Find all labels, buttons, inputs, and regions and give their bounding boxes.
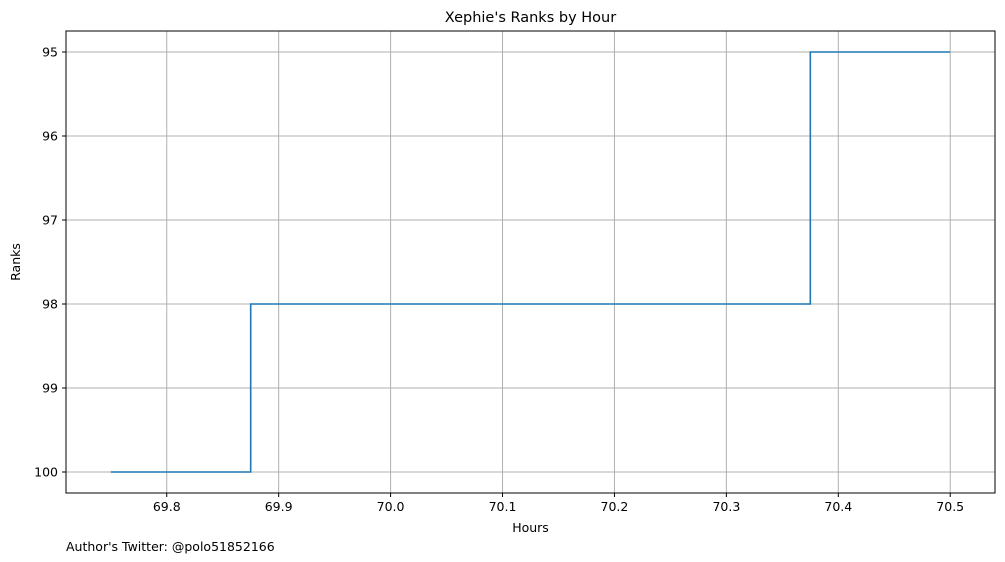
- x-tick-label: 69.9: [265, 499, 293, 514]
- y-tick-label: 98: [42, 297, 58, 312]
- y-tick-label: 99: [42, 381, 58, 396]
- plot-frame: [65, 30, 996, 494]
- y-tick-label: 96: [42, 129, 58, 144]
- series-layer: [110, 51, 951, 473]
- grid-lines: [66, 31, 995, 493]
- x-tick-label: 70.1: [489, 499, 517, 514]
- x-tick-label: 70.3: [712, 499, 740, 514]
- y-tick-label: 95: [42, 45, 58, 60]
- y-tick-label: 100: [34, 465, 58, 480]
- y-tick-label: 97: [42, 213, 58, 228]
- x-axis-ticks: 69.8 69.9 70.0 70.1 70.2 70.3 70.4 70.5: [153, 493, 964, 514]
- x-tick-label: 70.2: [601, 499, 629, 514]
- y-axis-label: Ranks: [8, 243, 23, 281]
- chart-title: Xephie's Ranks by Hour: [445, 10, 616, 26]
- x-tick-label: 70.5: [936, 499, 964, 514]
- y-axis-ticks: 95 96 97 98 99 100: [34, 45, 66, 480]
- rank-series-line: [110, 51, 951, 473]
- author-credit: Author's Twitter: @polo51852166: [66, 539, 275, 554]
- x-tick-label: 69.8: [153, 499, 181, 514]
- x-tick-label: 70.0: [377, 499, 405, 514]
- x-axis-label: Hours: [512, 520, 549, 535]
- x-tick-label: 70.4: [824, 499, 852, 514]
